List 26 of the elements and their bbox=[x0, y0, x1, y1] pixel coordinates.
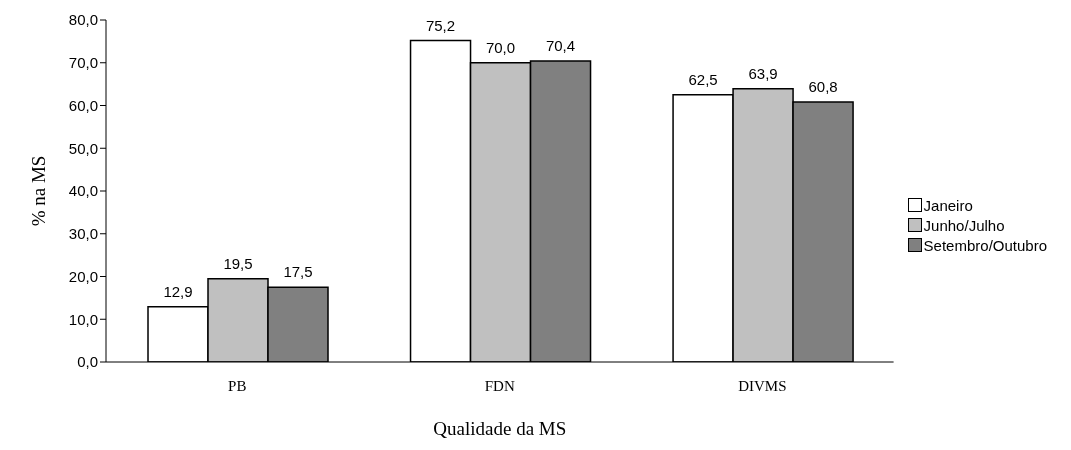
data-label: 60,8 bbox=[808, 78, 838, 96]
data-label: 75,2 bbox=[425, 16, 456, 34]
legend-label: Setembro/Outubro bbox=[923, 236, 1047, 254]
data-label: 19,5 bbox=[223, 254, 253, 272]
x-tick-label: DIVMS bbox=[738, 377, 787, 394]
data-label: 17,5 bbox=[283, 263, 313, 281]
data-label: 70,4 bbox=[545, 37, 576, 55]
y-tick-label: 0,0 bbox=[77, 353, 98, 371]
y-tick-label: 10,0 bbox=[68, 310, 98, 328]
y-tick-label: 80,0 bbox=[68, 11, 98, 29]
y-tick-label: 50,0 bbox=[68, 139, 98, 157]
y-axis-title: % na MS bbox=[27, 155, 49, 227]
y-tick-label: 40,0 bbox=[68, 182, 98, 200]
y-tick-label: 70,0 bbox=[68, 54, 98, 72]
x-axis-title: Qualidade da MS bbox=[433, 418, 567, 440]
data-label: 70,0 bbox=[485, 38, 516, 56]
legend-label: Janeiro bbox=[923, 196, 973, 214]
data-label: 12,9 bbox=[163, 282, 193, 300]
data-label: 62,5 bbox=[688, 70, 718, 88]
x-tick-label: FDN bbox=[484, 377, 515, 394]
y-tick-label: 20,0 bbox=[68, 267, 98, 285]
y-tick-label: 30,0 bbox=[68, 225, 98, 243]
legend-label: Junho/Julho bbox=[923, 216, 1005, 234]
x-tick-label: PB bbox=[228, 377, 247, 394]
data-label: 63,9 bbox=[748, 64, 778, 82]
y-tick-label: 60,0 bbox=[68, 96, 98, 114]
